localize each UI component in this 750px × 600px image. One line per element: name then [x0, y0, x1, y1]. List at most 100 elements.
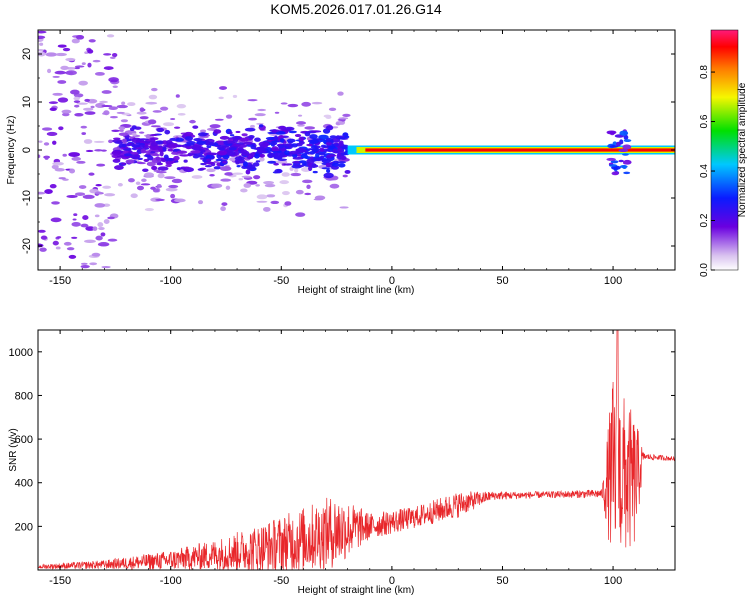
heatmap-blob	[295, 212, 306, 217]
heatmap-blob	[74, 66, 80, 70]
colorbar-tick-label: 0.6	[699, 114, 710, 128]
heatmap-blob	[80, 264, 90, 269]
heatmap-blob	[258, 141, 270, 147]
heatmap-blob	[610, 160, 619, 164]
heatmap-blob	[297, 124, 305, 127]
heatmap-blob	[39, 247, 47, 252]
heatmap-blob	[192, 125, 199, 129]
heatmap-blob	[112, 85, 118, 88]
x-tick-label: -50	[273, 575, 289, 587]
heatmap-blob	[65, 70, 77, 76]
heatmap-blob	[197, 168, 204, 171]
heatmap-blob	[81, 132, 87, 135]
snr-panel: -150 -100 -50 0 50 100 200 400 600 800 1000 Heigh…	[8, 329, 676, 596]
heatmap-blob	[80, 125, 88, 129]
heatmap-blob	[619, 165, 628, 169]
x-tick-label: -100	[160, 575, 182, 587]
heatmap-blob	[61, 112, 70, 117]
heatmap-blob	[176, 167, 183, 170]
heatmap-blob	[137, 138, 149, 141]
heatmap-blob	[205, 154, 215, 160]
heatmap-blob	[331, 162, 340, 167]
heatmap-blob	[288, 130, 297, 134]
heatmap-blob	[74, 192, 86, 196]
heatmap-blob	[209, 124, 221, 129]
heatmap-blob	[344, 135, 350, 139]
heatmap-blob	[68, 168, 76, 174]
heatmap-blob	[304, 192, 312, 196]
heatmap-blob	[320, 144, 327, 148]
heatmap-blob	[270, 200, 280, 205]
heatmap-blob	[150, 142, 158, 147]
heatmap-blob	[183, 166, 190, 169]
y-tick-label: 200	[15, 521, 33, 533]
heatmap-blob	[108, 139, 113, 144]
heatmap-blob	[622, 153, 629, 156]
heatmap-blob	[127, 102, 136, 107]
heatmap-blob	[131, 132, 137, 136]
heatmap-blob	[145, 101, 158, 105]
heatmap-blob	[608, 164, 618, 167]
heatmap-blob	[338, 163, 346, 168]
heatmap-blob	[151, 87, 158, 92]
heatmap-blob	[58, 177, 66, 180]
heatmap-blob	[331, 126, 339, 129]
x-tick-label: 100	[604, 275, 622, 287]
heatmap-blob	[197, 200, 204, 205]
heatmap-blob	[214, 118, 224, 121]
heatmap-blob	[93, 140, 105, 143]
heatmap-blob	[278, 144, 284, 149]
heatmap-blob	[618, 159, 624, 163]
heatmap-blob	[622, 161, 629, 165]
heatmap-blob	[140, 183, 151, 186]
heatmap-blob	[90, 105, 95, 109]
heatmap-blob	[274, 131, 286, 135]
heatmap-blob	[263, 206, 271, 212]
top-x-axis: -150 -100 -50 0 50 100	[37, 30, 658, 287]
heatmap-blob	[76, 160, 86, 164]
heatmap-blob	[174, 160, 179, 163]
heatmap-blob	[248, 134, 255, 139]
heatmap-blob	[271, 141, 278, 146]
heatmap-blob	[278, 125, 287, 130]
heatmap-blob	[139, 116, 149, 120]
heatmap-blob	[338, 117, 349, 120]
heatmap-blob	[135, 181, 141, 186]
heatmap-blob	[73, 96, 80, 101]
heatmap-blob	[310, 138, 320, 144]
heatmap-blob	[244, 127, 256, 132]
heatmap-blob	[171, 178, 183, 184]
heatmap-blob	[254, 137, 261, 142]
heatmap-blob	[52, 92, 63, 96]
heatmap-blob	[298, 160, 307, 164]
heatmap-blob	[250, 124, 255, 128]
heatmap-blob	[239, 137, 250, 142]
heatmap-blob	[623, 139, 632, 143]
heatmap-blob	[38, 191, 46, 195]
heatmap-blob	[267, 152, 275, 159]
heatmap-blob	[167, 148, 174, 152]
heatmap-blob	[113, 165, 124, 170]
heatmap-blob	[66, 247, 75, 251]
heatmap-blob	[81, 62, 86, 66]
heatmap-blob	[616, 141, 621, 147]
heatmap-blob	[256, 194, 268, 200]
heatmap-blob	[279, 137, 285, 143]
heatmap-blob	[183, 159, 188, 163]
snr-series-line	[38, 330, 675, 570]
heatmap-blob	[116, 111, 125, 114]
heatmap-blob	[114, 141, 124, 144]
heatmap-blob	[228, 131, 233, 135]
heatmap-blob	[254, 113, 266, 117]
heatmap-blob	[273, 135, 279, 142]
y-tick-label: 20	[21, 48, 33, 60]
heatmap-blob	[206, 158, 212, 162]
heatmap-blob	[243, 183, 252, 188]
heatmap-blob	[109, 115, 118, 119]
heatmap-blob	[274, 148, 280, 152]
heatmap-blob	[167, 143, 177, 149]
colorbar-tick-label: 0.4	[699, 164, 710, 178]
heatmap-blob	[175, 94, 180, 98]
heatmap-blob	[213, 129, 222, 134]
heatmap-blob	[209, 174, 215, 177]
